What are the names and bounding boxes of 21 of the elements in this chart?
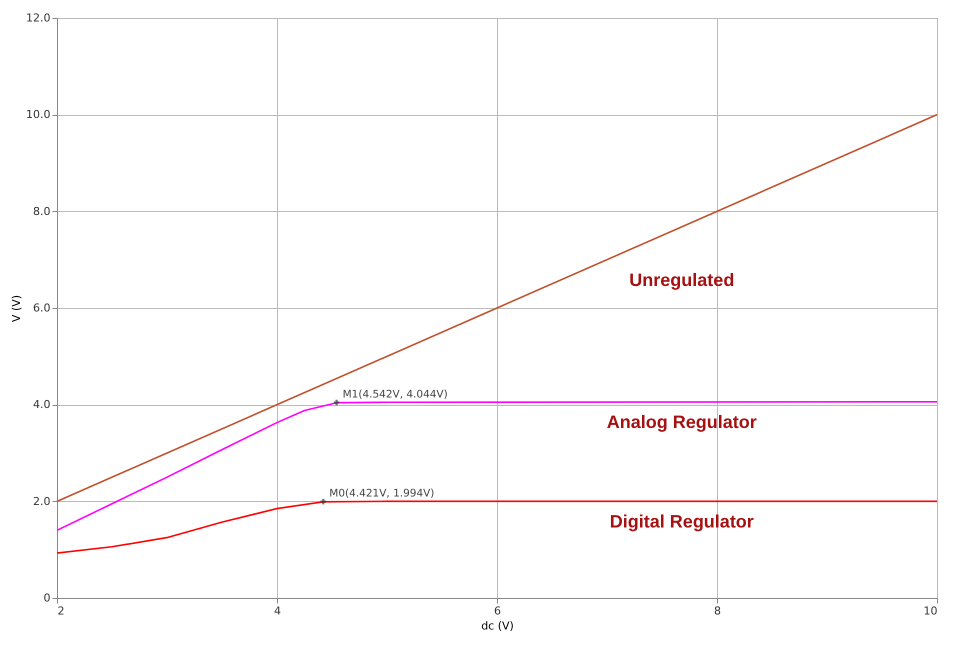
x-tick-label: 8 [714,604,721,618]
x-tick-label: 6 [494,604,501,618]
y-tick-label: 6.0 [33,302,50,314]
line-series [56,400,938,532]
line-series [56,114,938,502]
x-tick-label: 2 [58,604,64,618]
y-tick-label: 12.0 [26,12,50,24]
series-label: Digital Regulator [610,511,754,532]
y-tick-label: 4.0 [33,398,50,412]
y-tick-label: 0 [44,592,50,604]
y-axis-title: V (V) [10,294,24,322]
x-tick-label: 4 [274,604,281,618]
series-label: Unregulated [629,270,734,290]
y-tick-label: 10.0 [26,108,50,122]
x-axis-title: dc (V) [481,620,514,632]
x-tick-label: 10 [924,604,938,618]
annotation: M1(4.542V, 4.044V) [342,388,448,401]
annotation: M0(4.421V, 1.994V) [329,488,434,500]
y-tick-label: 2.0 [33,494,50,508]
series-label: Analog Regulator [606,412,757,432]
y-tick-label: 8.0 [33,204,50,218]
